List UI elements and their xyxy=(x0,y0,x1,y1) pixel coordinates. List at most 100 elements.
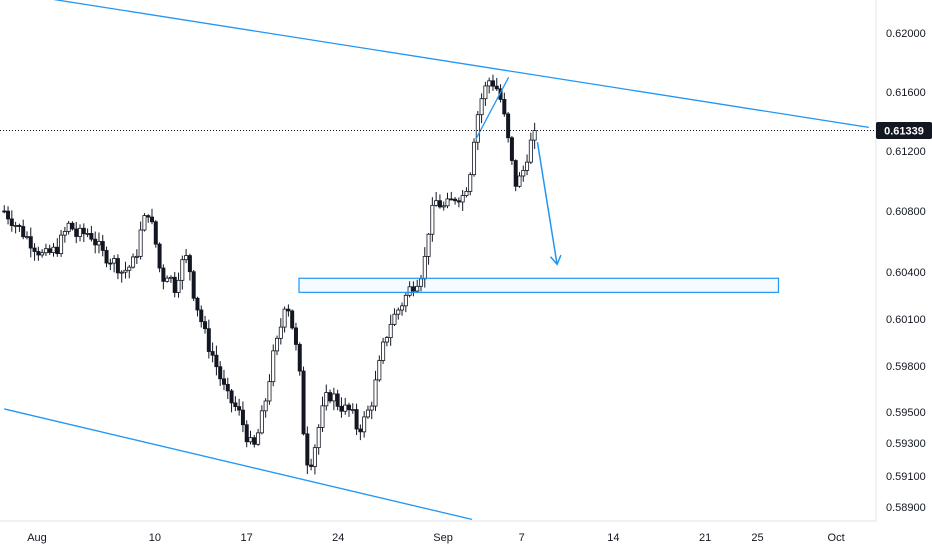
candle xyxy=(233,396,238,412)
candle xyxy=(115,254,120,280)
candle-body xyxy=(108,262,113,265)
candle-body xyxy=(161,267,166,282)
candle-body xyxy=(168,276,173,279)
candle xyxy=(339,397,344,418)
candle xyxy=(112,255,117,273)
projection-arrow[interactable] xyxy=(536,142,562,266)
time-axis[interactable]: Aug 10 17 24 Sep 7 14 21 25 Oct xyxy=(27,532,844,544)
candle xyxy=(490,74,495,91)
candle-body xyxy=(331,393,336,402)
candle xyxy=(525,154,530,176)
time-tick-label: 17 xyxy=(240,532,252,544)
candle xyxy=(17,223,22,232)
candle-body xyxy=(176,279,181,293)
candle xyxy=(354,403,359,436)
candle xyxy=(142,212,147,232)
candle-body xyxy=(6,210,11,220)
candle-body xyxy=(172,276,177,293)
candle xyxy=(256,428,261,446)
candle xyxy=(28,227,33,258)
candle-body xyxy=(343,404,348,412)
candle xyxy=(407,281,412,298)
upper-channel-line[interactable] xyxy=(4,0,869,129)
candle-body xyxy=(55,246,60,255)
candle-body xyxy=(320,405,325,428)
candle-body xyxy=(324,392,329,407)
candle xyxy=(305,426,310,475)
candle-body xyxy=(362,416,367,433)
candle-body xyxy=(445,198,450,207)
candle-body xyxy=(100,241,105,251)
support-zone[interactable] xyxy=(298,277,780,293)
candle-body xyxy=(180,259,185,281)
candle-body xyxy=(184,255,189,261)
candle-body xyxy=(347,404,352,411)
candle-body xyxy=(195,297,200,311)
candle-body xyxy=(532,130,537,141)
candle-body xyxy=(422,256,427,280)
candle xyxy=(331,387,336,411)
price-axis[interactable]: 0.62000 0.61600 0.61200 0.60800 0.60400 0.601… xyxy=(886,28,926,514)
candle-body xyxy=(214,354,219,368)
candle-body xyxy=(66,222,71,232)
candle-body xyxy=(248,437,253,443)
candle xyxy=(161,264,166,290)
candle-body xyxy=(392,313,397,325)
candle-body xyxy=(490,80,495,87)
candle-body xyxy=(104,250,109,264)
candle xyxy=(180,255,185,290)
candle-body xyxy=(271,350,276,383)
candle-body xyxy=(472,141,477,176)
candle-body xyxy=(13,225,18,227)
candle-body xyxy=(78,227,83,237)
candle-body xyxy=(278,326,283,339)
candle xyxy=(55,238,60,257)
candle-body xyxy=(70,222,75,230)
candle xyxy=(316,424,321,455)
candle-body xyxy=(119,271,124,274)
candles-group xyxy=(2,74,537,475)
projection-arrow-head xyxy=(549,254,562,266)
candle-body xyxy=(47,248,52,253)
candle-body xyxy=(134,255,139,258)
candle xyxy=(40,249,45,258)
candle-body xyxy=(59,234,64,255)
current-price-label: 0.61339 xyxy=(884,125,924,137)
candle-body xyxy=(335,393,340,407)
candle xyxy=(453,196,458,205)
candle xyxy=(521,165,526,182)
price-tick-label: 0.60800 xyxy=(886,206,926,218)
candle-body xyxy=(305,433,310,466)
candle-body xyxy=(96,241,101,246)
candle-body xyxy=(411,286,416,292)
candle-body xyxy=(369,405,374,411)
price-tick-label: 0.61200 xyxy=(886,146,926,158)
rising-wedge-line[interactable] xyxy=(475,76,510,140)
candle xyxy=(449,191,454,201)
candle xyxy=(502,92,507,117)
candle-body xyxy=(297,344,302,372)
candle-body xyxy=(81,227,86,235)
candle xyxy=(172,271,177,298)
candle xyxy=(78,224,83,242)
candle-body xyxy=(252,437,257,445)
candle xyxy=(434,191,439,207)
candle xyxy=(93,231,98,254)
candle xyxy=(108,258,113,271)
candle xyxy=(43,243,48,256)
candle-body xyxy=(517,175,522,187)
candle xyxy=(286,304,291,317)
candle-body xyxy=(259,410,264,434)
candle xyxy=(70,221,75,231)
candle-body xyxy=(203,321,208,330)
candle xyxy=(396,307,401,320)
time-tick-label: 10 xyxy=(149,532,161,544)
time-tick-label: 7 xyxy=(519,532,525,544)
lower-channel-line[interactable] xyxy=(4,408,473,521)
drawings-group[interactable] xyxy=(4,0,869,521)
candle xyxy=(184,248,189,264)
price-tick-label: 0.60100 xyxy=(886,314,926,326)
candle xyxy=(309,458,314,471)
candle-body xyxy=(9,218,14,227)
